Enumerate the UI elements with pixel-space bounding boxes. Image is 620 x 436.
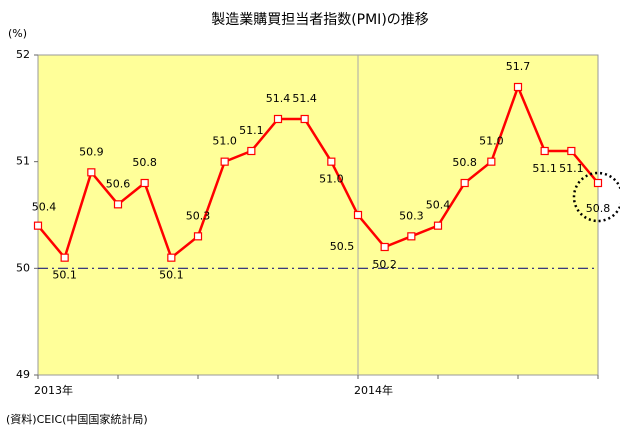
marker: [407, 232, 416, 241]
data-label: 50.3: [186, 209, 211, 222]
marker: [140, 178, 149, 188]
line: [37, 83, 599, 261]
data-label: 51.0: [479, 135, 504, 148]
data-label: 50.1: [159, 269, 184, 282]
data-label: 50.9: [79, 145, 104, 158]
marker: [513, 82, 523, 92]
marker: [487, 157, 496, 166]
marker: [87, 168, 96, 177]
plot-area: [37, 54, 599, 376]
marker: [327, 157, 336, 166]
marker: [247, 146, 256, 156]
marker: [60, 253, 69, 262]
data-label: 51.0: [212, 135, 237, 148]
y-tick-label: 52: [16, 48, 30, 61]
data-label: 51.1: [239, 124, 264, 137]
data-label: 50.8: [132, 156, 157, 169]
data-label: 50.8: [586, 202, 611, 215]
x-tick-label: 2014年: [354, 383, 393, 397]
data-label: 50.1: [52, 269, 77, 282]
chart-title: 製造業購買担当者指数(PMI)の推移: [211, 12, 429, 28]
data-label: 50.5: [330, 240, 355, 253]
data-label: 50.2: [372, 258, 397, 271]
marker: [380, 242, 389, 252]
data-label: 50.8: [452, 156, 477, 169]
data-label: 50.4: [32, 201, 57, 214]
marker: [353, 210, 363, 220]
data-label: 51.0: [319, 173, 344, 186]
y-axis-label: (%): [8, 27, 27, 40]
source-note: (資料)CEIC(中国国家統計局): [6, 412, 148, 426]
marker: [167, 253, 176, 262]
data-label: 51.7: [506, 60, 531, 73]
marker: [433, 221, 443, 230]
marker: [113, 200, 123, 209]
x-tick-label: 2013年: [34, 383, 73, 397]
marker: [460, 178, 469, 188]
y-tick-label: 50: [16, 261, 30, 274]
marker: [540, 146, 549, 156]
marker: [300, 114, 309, 124]
marker: [273, 114, 283, 124]
marker: [193, 232, 203, 241]
marker: [33, 221, 43, 230]
data-label: 51.4: [292, 92, 317, 105]
marker: [220, 157, 229, 166]
data-label: 51.4: [266, 92, 291, 105]
data-label: 50.3: [399, 209, 424, 222]
data-label: 51.1: [532, 162, 557, 175]
marker: [567, 146, 576, 156]
data-label: 50.6: [106, 177, 131, 190]
data-label: 50.4: [426, 199, 451, 212]
y-tick-label: 51: [16, 155, 30, 168]
data-label: 51.1: [559, 162, 584, 175]
y-tick-label: 49: [16, 368, 30, 381]
marker: [593, 178, 603, 188]
